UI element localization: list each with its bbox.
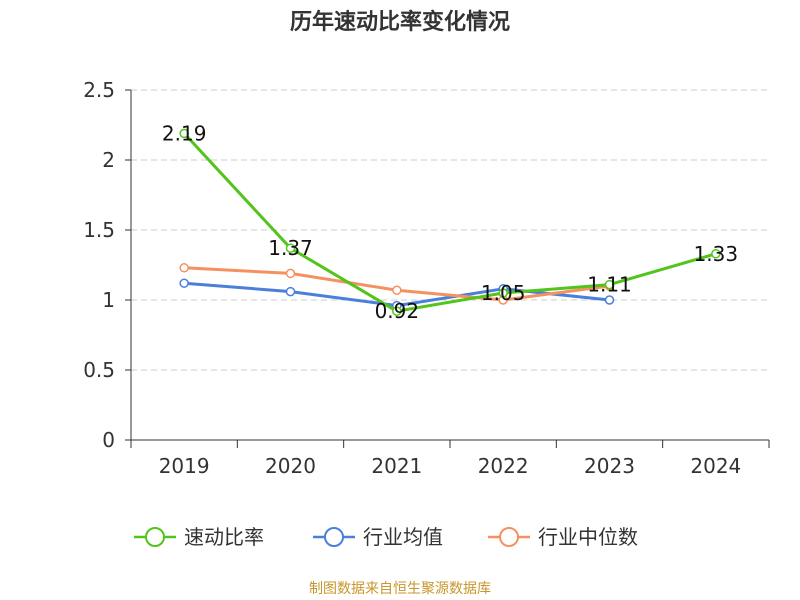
chart-title: 历年速动比率变化情况	[289, 10, 510, 35]
x-tick-label: 2024	[690, 454, 741, 478]
data-label: 1.33	[694, 242, 739, 266]
series-line	[184, 266, 610, 302]
y-tick-label: 0.5	[83, 358, 115, 382]
x-tick-label: 2022	[478, 454, 529, 478]
legend-label: 行业中位数	[538, 525, 638, 549]
axis-layer: 0 0.5 1 1.5 2 2.5 2019 2020 2021 2022 2023 2024	[83, 78, 770, 478]
data-label: 1.37	[268, 236, 313, 260]
data-point	[285, 268, 296, 279]
data-point	[179, 263, 189, 273]
data-point	[179, 278, 189, 288]
legend: 速动比率 行业均值 行业中位数	[134, 525, 638, 549]
data-label: 1.05	[481, 281, 526, 305]
y-tick-label: 2.5	[83, 78, 115, 102]
y-tick-label: 1.5	[83, 218, 115, 242]
legend-marker	[499, 527, 519, 547]
data-point	[392, 306, 402, 316]
y-tick-label: 1	[102, 288, 115, 312]
legend-marker	[145, 527, 165, 547]
data-point	[285, 286, 296, 297]
data-point	[604, 279, 615, 290]
data-point	[498, 288, 508, 298]
y-tick-label: 2	[102, 148, 115, 172]
legend-label: 行业均值	[363, 525, 443, 549]
legend-marker	[324, 527, 344, 547]
data-label: 0.92	[375, 299, 420, 323]
data-point	[285, 243, 296, 253]
data-point	[604, 295, 615, 305]
data-point	[179, 128, 189, 139]
series-line	[183, 132, 717, 313]
data-label-layer: 2.19 1.37 0.92 1.05 1.11 1.33	[162, 121, 738, 323]
legend-label: 速动比率	[184, 525, 264, 549]
x-tick-label: 2023	[584, 454, 635, 478]
grid-layer	[131, 89, 769, 371]
data-point	[392, 285, 402, 295]
data-point	[711, 249, 721, 259]
x-tick-label: 2019	[159, 454, 210, 478]
x-tick-label: 2021	[371, 454, 422, 478]
series-layer	[179, 128, 721, 316]
source-note: 制图数据来自恒生聚源数据库	[309, 581, 491, 597]
data-label: 2.19	[162, 121, 207, 145]
x-tick-label: 2020	[265, 454, 316, 478]
y-tick-label: 0	[102, 428, 115, 452]
data-label: 1.11	[587, 273, 632, 297]
